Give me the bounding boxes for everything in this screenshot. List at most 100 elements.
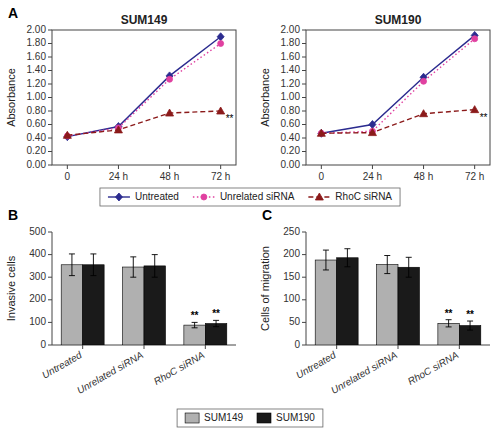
- x-tick: [459, 345, 460, 349]
- y-tick: [48, 124, 52, 125]
- y-tick: [302, 254, 306, 255]
- y-tick: [302, 57, 306, 58]
- y-tick: [302, 165, 306, 166]
- y-tick-label: 150: [283, 271, 300, 282]
- x-tick-label: 72 h: [465, 171, 484, 182]
- title: SUM149: [121, 13, 168, 27]
- y-tick-label: 0: [294, 339, 300, 350]
- point: [368, 129, 376, 136]
- bar: [398, 267, 419, 345]
- y-tick-label: 0.20: [27, 145, 47, 156]
- x-tick-label: Untreated: [294, 349, 338, 381]
- y-tick-label: 250: [283, 226, 300, 237]
- y-tick-label: 0.20: [281, 145, 301, 156]
- y-axis-label: Absorbance: [259, 68, 271, 127]
- bar: [83, 265, 104, 345]
- y-tick-label: 1.00: [27, 91, 47, 102]
- legend-marker: [115, 193, 122, 201]
- y-tick: [302, 43, 306, 44]
- line: [67, 44, 220, 136]
- y-tick: [48, 97, 52, 98]
- annotation: **: [226, 113, 234, 124]
- point: [114, 126, 122, 133]
- y-tick-label: 200: [29, 293, 46, 304]
- line: [67, 37, 220, 137]
- error-bar: [323, 250, 329, 270]
- y-tick-label: 2.00: [27, 24, 47, 35]
- x-tick-label: 0: [65, 171, 71, 182]
- x-tick-label: 0: [319, 171, 325, 182]
- panel: 050100150200250UntreatedUnrelated siRNAR…: [259, 207, 490, 396]
- marks: [61, 254, 227, 345]
- y-tick: [48, 322, 52, 323]
- legend-label: SUM190: [276, 412, 315, 423]
- y-tick: [48, 165, 52, 166]
- y-tick: [302, 277, 306, 278]
- point: [471, 106, 479, 113]
- legend-label: Untreated: [135, 191, 179, 202]
- panel: 0100200300400500UntreatedUnrelated siRNA…: [5, 207, 236, 396]
- x-tick: [220, 165, 221, 169]
- panel-label: C: [262, 207, 272, 223]
- point: [369, 121, 376, 129]
- legend-frame: [100, 188, 400, 206]
- x-tick: [474, 165, 475, 169]
- y-tick: [48, 111, 52, 112]
- marks: [317, 31, 478, 137]
- y-axis: [52, 232, 53, 345]
- point: [472, 36, 478, 42]
- marks: [63, 33, 224, 141]
- y-tick: [302, 30, 306, 31]
- x-tick: [118, 165, 119, 169]
- bar: [377, 265, 398, 345]
- bar: [315, 260, 336, 345]
- y-tick: [48, 299, 52, 300]
- error-bar: [192, 322, 198, 327]
- y-tick-label: 1.80: [281, 37, 301, 48]
- marks: [315, 249, 481, 345]
- error-bar: [406, 257, 412, 277]
- x-tick-label: RhoC siRNA: [152, 349, 207, 387]
- y-tick-label: 300: [29, 271, 46, 282]
- x-tick-label: 24 h: [109, 171, 128, 182]
- y-tick: [48, 151, 52, 152]
- y-tick-label: 1.20: [27, 78, 47, 89]
- y-tick: [302, 84, 306, 85]
- error-bar: [130, 257, 136, 277]
- x-tick-label: Unrelated siRNA: [329, 349, 399, 396]
- panel-label: B: [8, 207, 18, 223]
- legend-frame: [177, 409, 323, 427]
- y-tick-label: 100: [29, 316, 46, 327]
- x-tick: [336, 345, 337, 349]
- figure: 0.000.200.400.600.801.001.201.401.601.80…: [0, 0, 500, 438]
- annotation: **: [466, 309, 474, 320]
- x-tick: [372, 165, 373, 169]
- bar: [337, 258, 358, 345]
- line: [67, 111, 220, 135]
- y-tick: [302, 299, 306, 300]
- point: [317, 129, 325, 136]
- y-tick: [302, 151, 306, 152]
- legend-swatch: [185, 413, 199, 423]
- y-axis-label: Absorbance: [5, 68, 17, 127]
- y-tick: [48, 232, 52, 233]
- x-tick: [82, 345, 83, 349]
- y-tick-label: 1.60: [27, 51, 47, 62]
- point: [217, 107, 225, 114]
- y-tick: [48, 30, 52, 31]
- x-tick: [398, 345, 399, 349]
- y-tick: [302, 111, 306, 112]
- point: [217, 33, 224, 41]
- plot-frame: [52, 30, 236, 165]
- point: [421, 78, 427, 84]
- legend-label: SUM149: [204, 412, 243, 423]
- y-tick-label: 400: [29, 248, 46, 259]
- y-tick-label: 1.00: [281, 91, 301, 102]
- y-axis-label: Cells of migration: [259, 246, 271, 331]
- x-tick-label: RhoC siRNA: [406, 349, 461, 387]
- error-bar: [213, 320, 219, 326]
- x-tick-label: Untreated: [40, 349, 84, 381]
- x-tick-label: Unrelated siRNA: [75, 349, 145, 396]
- y-tick: [302, 345, 306, 346]
- y-tick-label: 1.20: [281, 78, 301, 89]
